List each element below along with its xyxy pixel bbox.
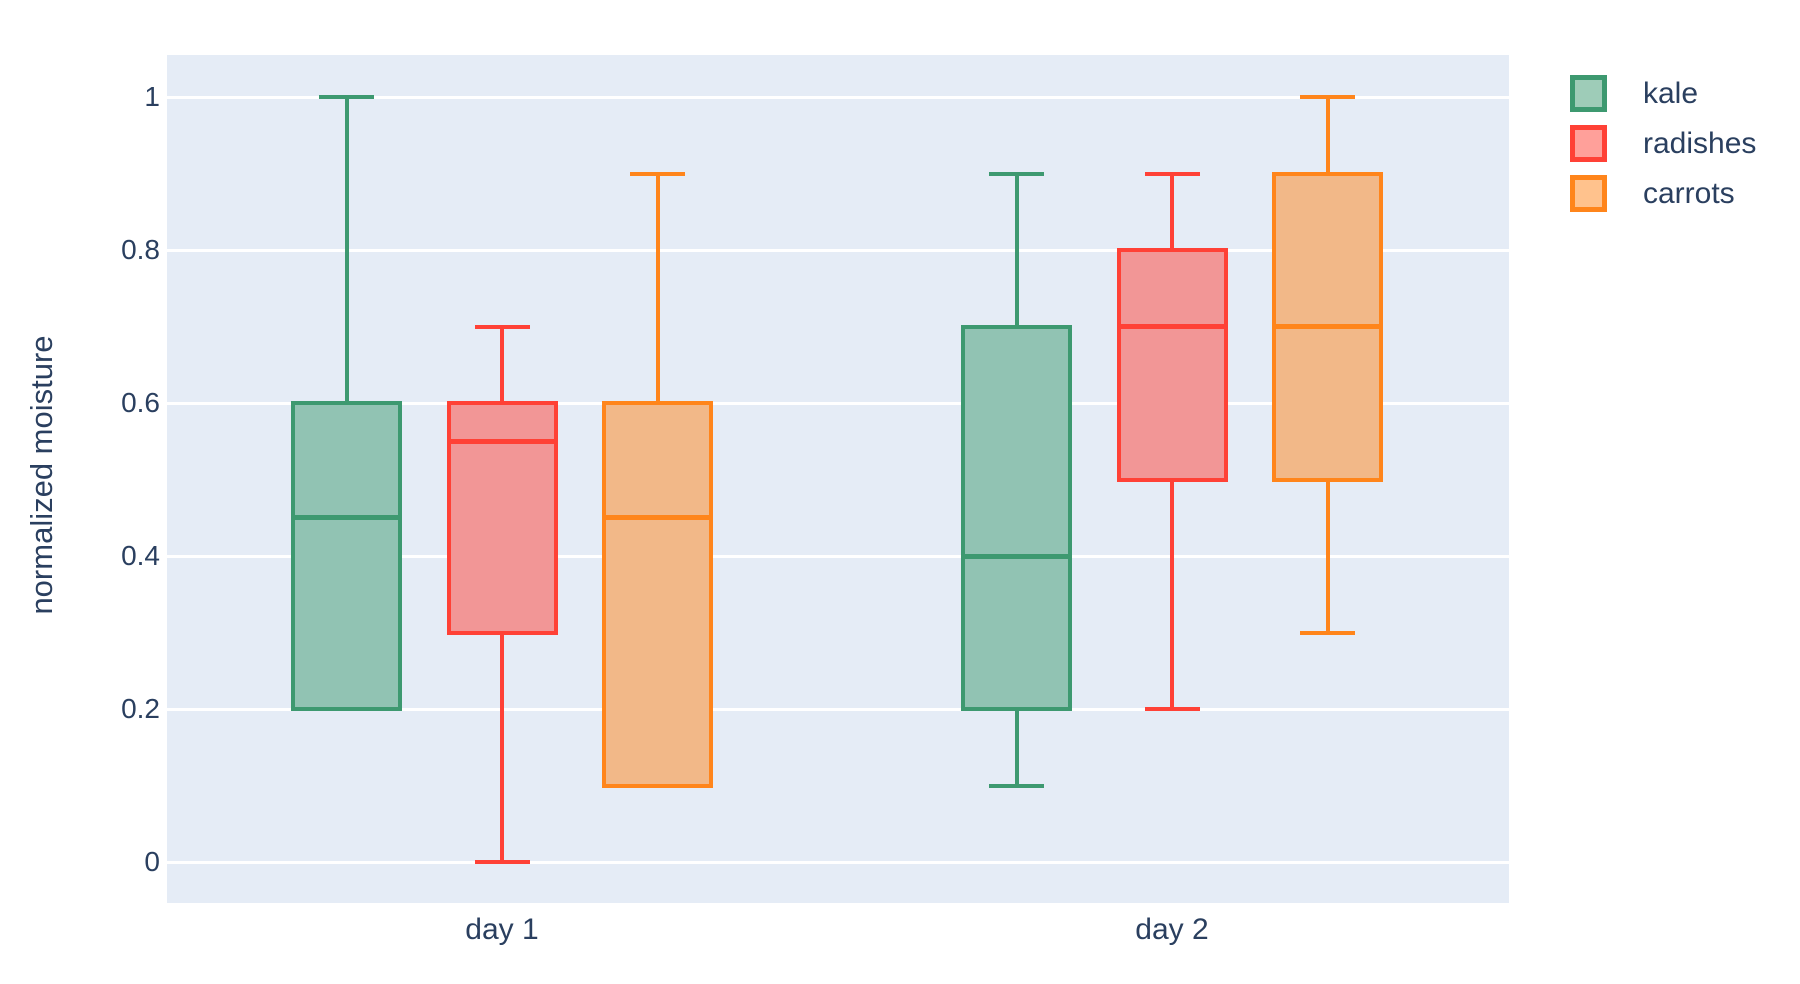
box-kale-day-2-upper-whisker-cap — [989, 171, 1044, 176]
box-radishes-day-2-upper-whisker — [1170, 173, 1174, 250]
x-tick-label-day-1: day 1 — [465, 913, 539, 946]
legend-swatch-carrots — [1570, 175, 1607, 212]
gridline-y-0.8 — [167, 248, 1509, 252]
legend-label-kale: kale — [1643, 77, 1699, 110]
box-kale-day-2-median — [961, 553, 1072, 559]
gridline-y-0.2 — [167, 707, 1509, 711]
box-radishes-day-1-lower-whisker-cap — [474, 860, 530, 864]
box-kale-day-2-lower-whisker-cap — [989, 783, 1044, 788]
box-kale-day-2-upper-whisker — [1014, 173, 1019, 327]
legend-swatch-radishes — [1570, 125, 1607, 162]
legend-item-kale[interactable]: kale — [1570, 75, 1756, 112]
box-radishes-day-1-upper-whisker-cap — [474, 324, 530, 329]
box-radishes-day-1[interactable] — [446, 401, 558, 635]
y-tick-label-1: 1 — [144, 81, 160, 112]
box-kale-day-2[interactable] — [961, 324, 1072, 711]
box-kale-day-1-upper-whisker — [344, 97, 349, 403]
box-carrots-day-1-upper-whisker — [655, 173, 660, 403]
box-kale-day-1-upper-whisker-cap — [319, 95, 374, 99]
box-carrots-day-2-lower-whisker-cap — [1300, 630, 1355, 635]
gridline-y-1 — [167, 95, 1509, 99]
box-carrots-day-2-lower-whisker — [1325, 479, 1330, 633]
box-radishes-day-2-upper-whisker-cap — [1144, 171, 1200, 176]
legend-label-carrots: carrots — [1643, 177, 1735, 210]
box-kale-day-2-lower-whisker — [1014, 709, 1019, 786]
box-carrots-day-1[interactable] — [602, 401, 713, 788]
box-radishes-day-1-lower-whisker — [500, 632, 504, 862]
gridline-y-0.6 — [167, 401, 1509, 405]
box-radishes-day-2-median — [1116, 324, 1228, 329]
x-tick-label-day-2: day 2 — [1135, 913, 1209, 946]
legend-item-radishes[interactable]: radishes — [1570, 125, 1756, 162]
plot-area — [167, 55, 1509, 903]
y-tick-label-0.8: 0.8 — [121, 234, 160, 265]
legend: kale radishes carrots — [1570, 75, 1756, 225]
box-carrots-day-1-median — [602, 515, 713, 521]
box-kale-day-1-median — [291, 515, 402, 521]
y-tick-label-0: 0 — [144, 846, 160, 877]
legend-item-carrots[interactable]: carrots — [1570, 175, 1756, 212]
box-radishes-day-2-lower-whisker — [1170, 479, 1174, 709]
box-carrots-day-2-upper-whisker-cap — [1300, 95, 1355, 99]
y-tick-label-0.4: 0.4 — [121, 540, 160, 571]
box-kale-day-1[interactable] — [291, 401, 402, 711]
box-carrots-day-2-median — [1272, 324, 1383, 329]
legend-swatch-kale — [1570, 75, 1607, 112]
box-carrots-day-1-upper-whisker-cap — [630, 171, 685, 176]
legend-label-radishes: radishes — [1643, 127, 1757, 160]
gridline-y-0 — [167, 860, 1509, 864]
box-radishes-day-2-lower-whisker-cap — [1144, 707, 1200, 711]
y-tick-label-0.2: 0.2 — [121, 693, 160, 724]
gridline-y-0.4 — [167, 554, 1509, 558]
box-radishes-day-2[interactable] — [1116, 248, 1228, 482]
y-tick-label-0.6: 0.6 — [121, 387, 160, 418]
box-carrots-day-2-upper-whisker — [1325, 97, 1330, 174]
box-radishes-day-1-median — [446, 438, 558, 444]
box-radishes-day-1-upper-whisker — [500, 326, 504, 403]
